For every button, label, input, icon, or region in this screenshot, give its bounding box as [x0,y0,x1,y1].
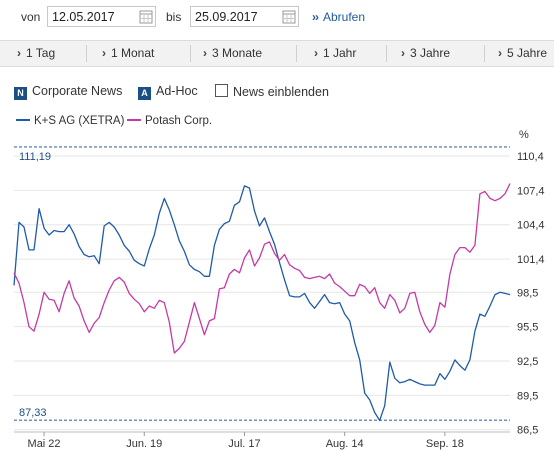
reference-label: 87,33 [19,407,47,419]
to-label: bis [166,10,182,24]
y-tick-label: 98,5 [517,287,538,299]
ad-hoc-badge-icon: A [138,87,151,100]
fetch-label: Abrufen [323,10,366,24]
tab-1-jahr[interactable]: › 1 Jahr [314,46,357,60]
y-tick-label: 101,4 [517,254,545,266]
double-chevron-right-icon: ›› [312,10,319,24]
tab-1-tag[interactable]: › 1 Tag [17,46,56,60]
corporate-news-badge-icon: N [14,87,27,100]
to-date-value: 25.09.2017 [195,10,258,24]
chevron-right-icon: › [17,46,21,60]
chevron-right-icon: › [401,46,405,60]
legend-swatch-ks [16,119,30,121]
reference-lines: 111,19 87,33 [14,146,510,421]
tab-divider [86,45,87,62]
chevron-right-icon: › [203,46,207,60]
y-tick-label: 89,5 [517,390,538,402]
x-tick-label: Aug. 14 [326,438,364,450]
chevron-right-icon: › [314,46,318,60]
series-lines [13,183,511,422]
corporate-news-toggle[interactable]: N Corporate News [14,84,122,100]
tab-divider [484,45,485,62]
tab-3-jahre[interactable]: › 3 Jahre [401,46,451,60]
from-date-input[interactable]: 12.05.2017 [47,6,156,27]
corporate-news-label: Corporate News [32,84,123,98]
from-label: von [21,10,41,24]
unit-label: % [519,129,529,141]
chevron-right-icon: › [102,46,106,60]
calendar-icon[interactable] [139,9,153,24]
period-tabbar: › 1 Tag › 1 Monat › 3 Monate › 1 Jahr › 3 Jah… [0,40,554,67]
y-tick-label: 104,4 [517,220,545,232]
calendar-icon[interactable] [282,9,296,24]
tab-3-monate[interactable]: › 3 Monate [203,46,263,60]
y-tick-label: 95,5 [517,322,538,334]
legend-item-potash[interactable]: Potash Corp. [127,115,212,127]
from-date-value: 12.05.2017 [52,10,115,24]
y-tick-label: 107,4 [517,185,545,197]
axes: 110,4 107,4 104,4 101,4 98,5 95,5 92,5 89,5 86,5… [14,151,545,450]
tab-divider [296,45,297,62]
tab-divider [386,45,387,62]
x-tick-label: Sep. 18 [426,438,464,450]
tab-divider [190,45,191,62]
series-line-potash [13,183,511,354]
y-tick-label: 86,5 [517,425,538,437]
y-tick-label: 110,4 [517,151,544,163]
news-checkbox[interactable] [215,84,228,97]
to-date-input[interactable]: 25.09.2017 [190,6,299,27]
reference-label: 111,19 [19,151,51,163]
legend-label-potash: Potash Corp. [145,115,213,127]
news-einblenden-toggle[interactable]: News einblenden [215,84,329,99]
fetch-button[interactable]: ›› Abrufen [312,10,365,24]
x-tick-label: Jun. 19 [126,438,162,450]
x-tick-label: Mai 22 [28,438,61,450]
tab-5-jahre[interactable]: › 5 Jahre [498,46,548,60]
ad-hoc-label: Ad-Hoc [156,84,198,98]
series-line-ks [13,185,511,422]
y-tick-label: 92,5 [517,356,538,368]
legend-swatch-potash [127,119,141,121]
x-tick-label: Jul. 17 [228,438,260,450]
tab-1-monat[interactable]: › 1 Monat [102,46,155,60]
chevron-right-icon: › [498,46,502,60]
legend-item-ks[interactable]: K+S AG (XETRA) [16,115,124,127]
grid [14,155,510,431]
news-einblenden-label: News einblenden [233,85,329,99]
ad-hoc-toggle[interactable]: A Ad-Hoc [138,84,198,100]
legend-label-ks: K+S AG (XETRA) [34,115,125,127]
